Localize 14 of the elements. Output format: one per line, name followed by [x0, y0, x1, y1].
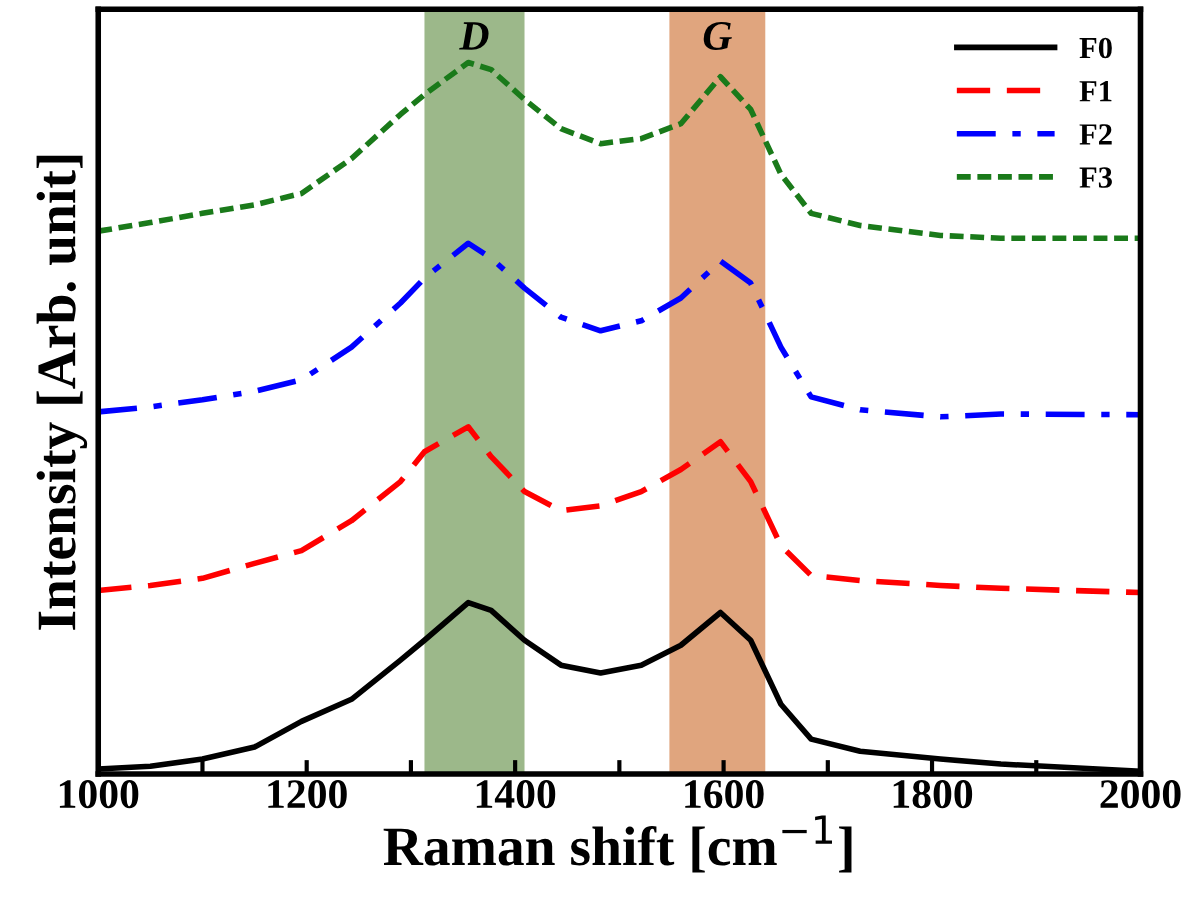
x-axis-title: Raman shift [cm$^{−1}$] [383, 815, 852, 873]
x-tick-label: 1600 [685, 780, 764, 809]
legend-label: F2 [1079, 124, 1112, 145]
legend-label: F3 [1079, 167, 1112, 188]
x-tick-label: 1200 [268, 780, 347, 809]
legend-label: F1 [1079, 81, 1112, 102]
x-tick-label: 1800 [893, 780, 973, 809]
legend-label: F0 [1079, 37, 1112, 59]
band-label: G [703, 21, 732, 50]
band-label: D [459, 22, 489, 50]
x-tick-label: 1400 [476, 780, 556, 809]
x-tick-label: 1000 [59, 780, 139, 809]
y-axis-title: Intensity [Arb. unit] [36, 155, 88, 630]
x-tick-label: 2000 [1100, 780, 1181, 809]
